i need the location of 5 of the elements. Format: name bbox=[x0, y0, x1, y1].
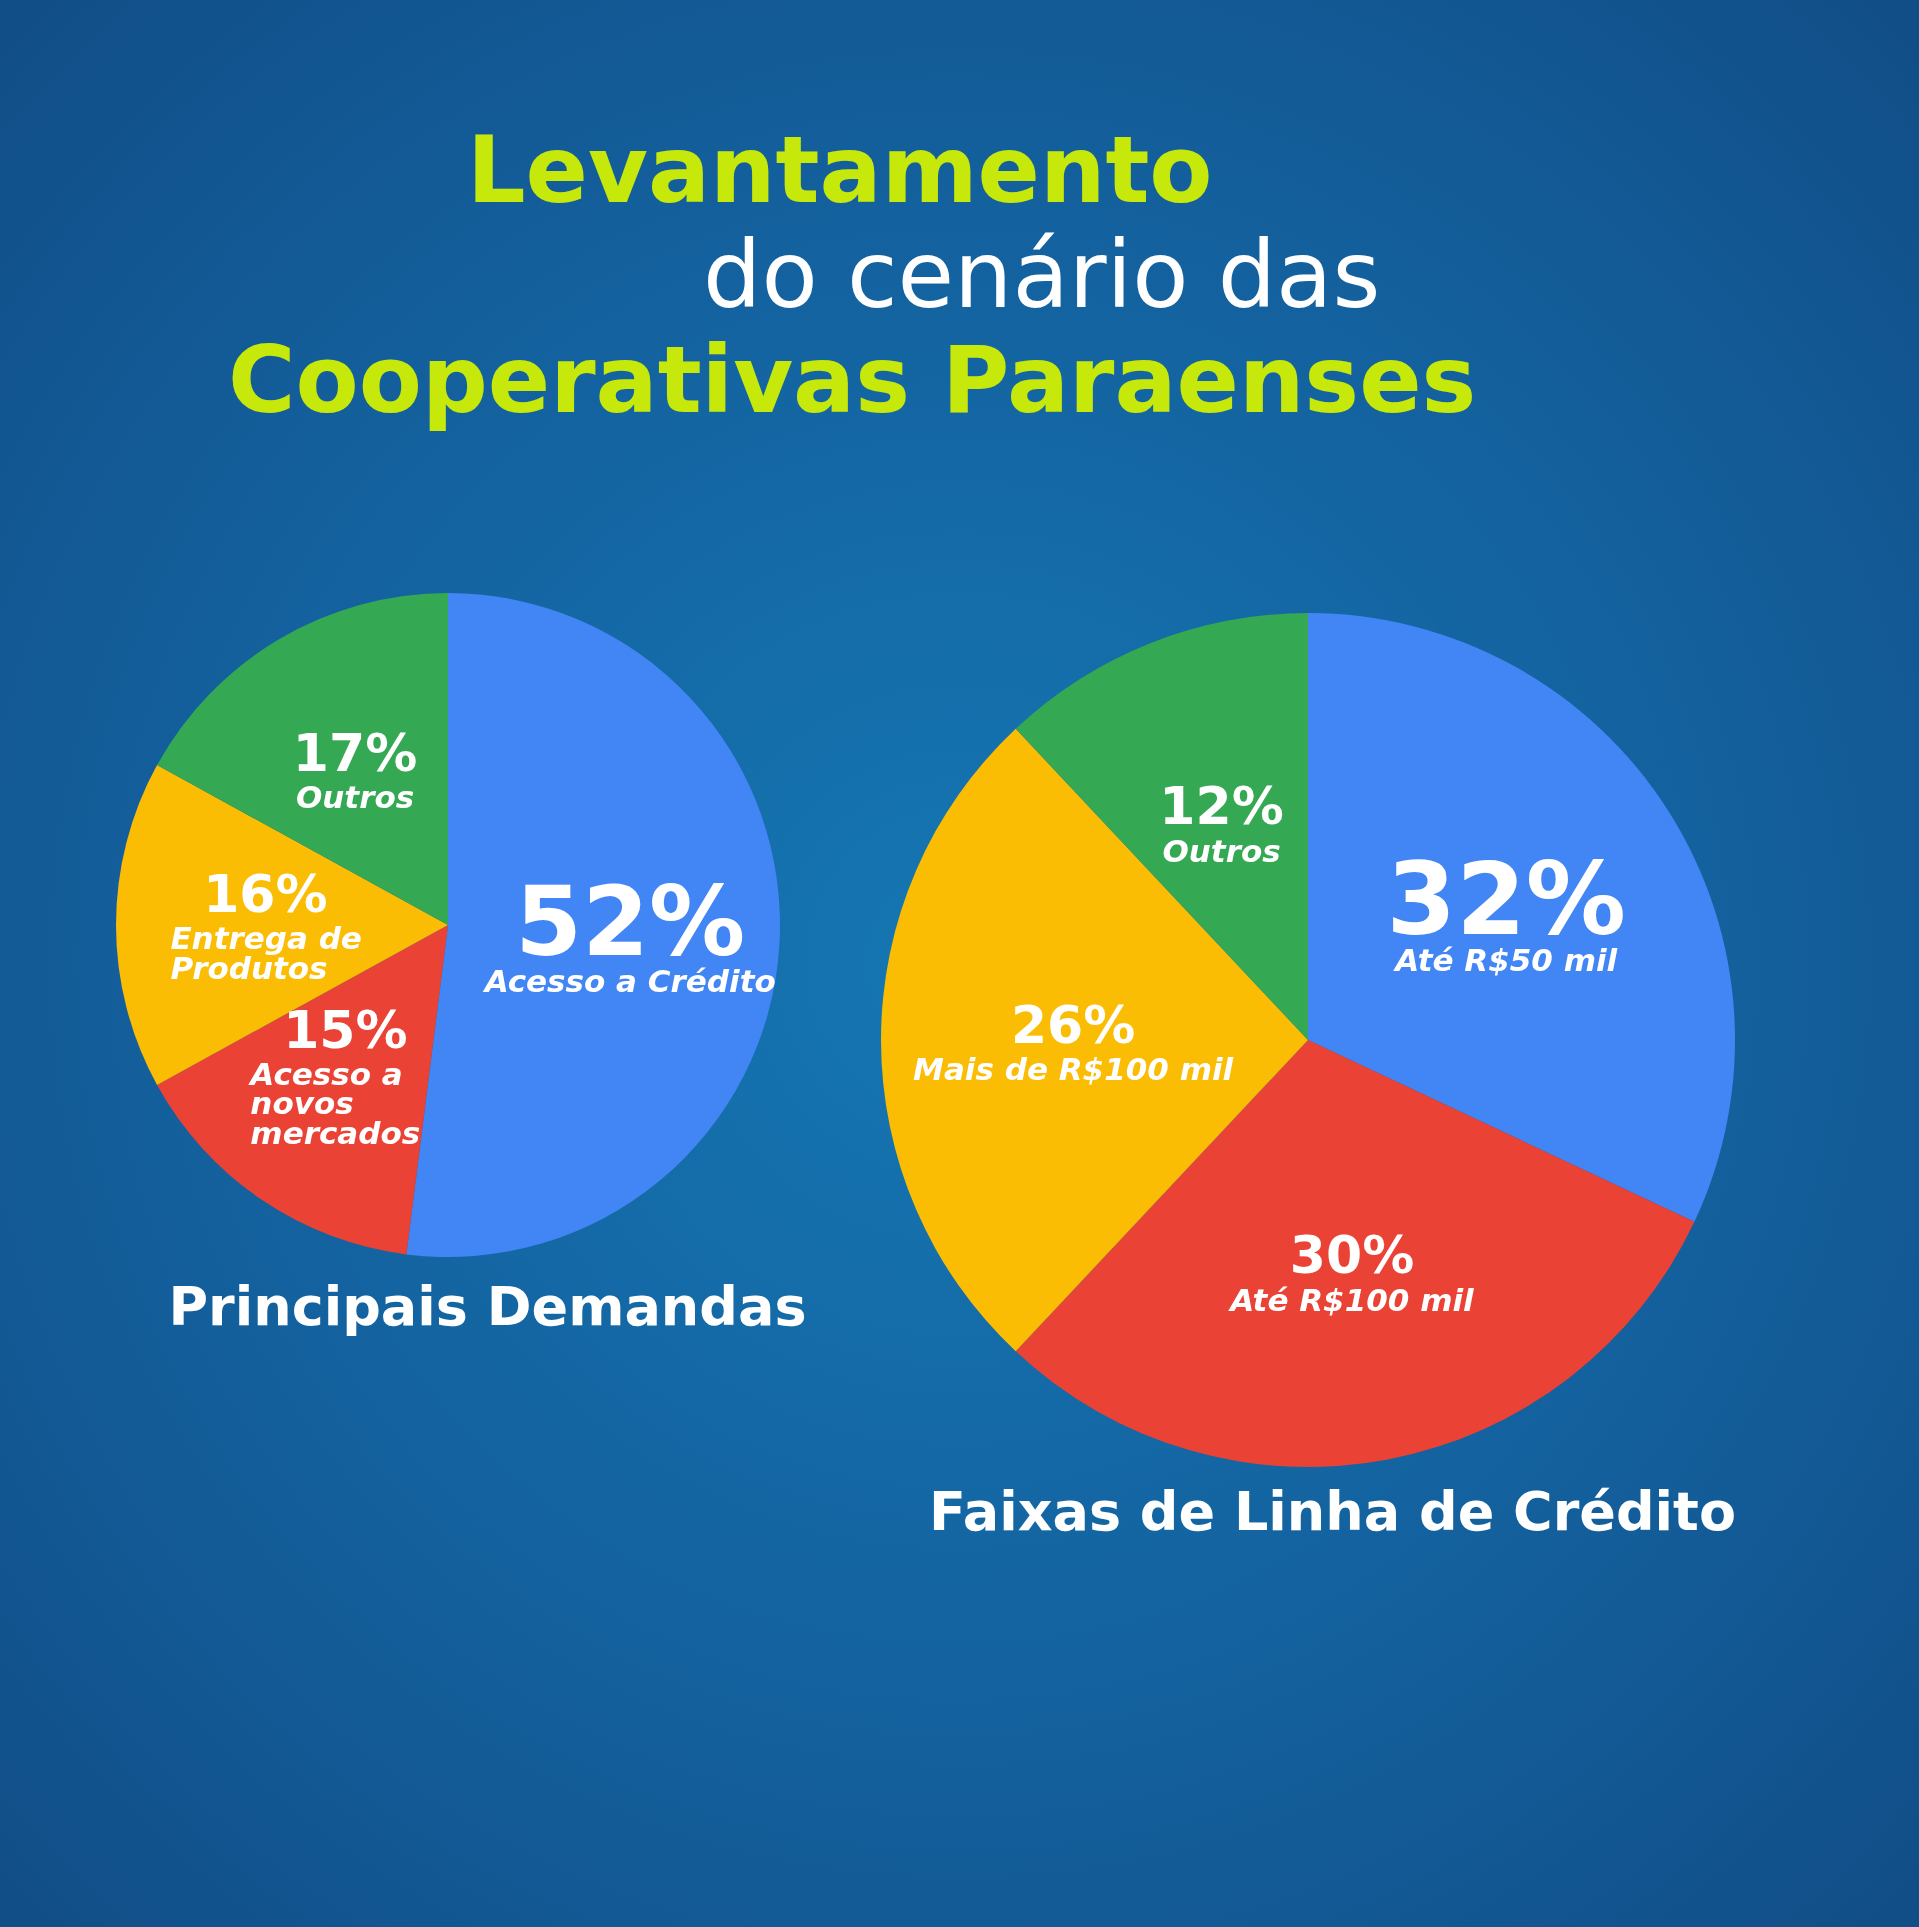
pie-slice bbox=[1308, 613, 1735, 1222]
text: Faixas de Linha de Crédito bbox=[927, 1480, 1737, 1543]
pie-slice bbox=[157, 593, 448, 925]
text: Principais Demandas bbox=[167, 1275, 808, 1338]
chart-title: Levantamento do cenário das Cooperativas Paraenses bbox=[228, 117, 1477, 434]
